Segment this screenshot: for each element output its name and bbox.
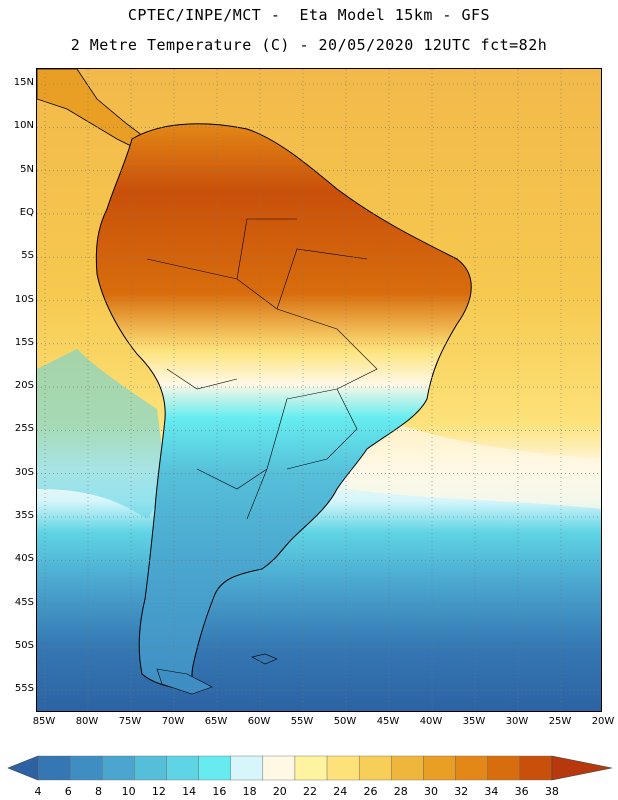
lat-tick-label: 45S bbox=[14, 596, 34, 608]
colorbar-segment bbox=[198, 755, 231, 781]
lon-tick-label: 75W bbox=[118, 716, 142, 727]
lon-tick-label: 50W bbox=[333, 716, 357, 727]
colorbar-tick-label: 8 bbox=[94, 785, 102, 798]
lat-tick-label: 25S bbox=[14, 423, 34, 435]
lat-tick-label: EQ bbox=[19, 206, 34, 218]
colorbar-segment bbox=[326, 755, 360, 781]
lat-tick-label: 5N bbox=[20, 163, 34, 175]
lon-tick-label: 60W bbox=[247, 716, 271, 727]
warm-atlantic-band bbox=[337, 399, 601, 509]
lat-tick-label: 10S bbox=[14, 293, 34, 305]
map-subtitle: 2 Metre Temperature (C) - 20/05/2020 12U… bbox=[70, 36, 548, 54]
lon-tick-label: 85W bbox=[32, 716, 56, 727]
map-canvas bbox=[37, 69, 601, 711]
colorbar-tick-label: 30 bbox=[423, 785, 438, 798]
lat-tick-label: 50S bbox=[14, 639, 34, 651]
temperature-map[interactable] bbox=[36, 68, 602, 712]
colorbar-tick-label: 10 bbox=[121, 785, 136, 798]
lat-tick-label: 20S bbox=[14, 380, 34, 392]
colorbar-max-arrow bbox=[551, 755, 613, 781]
lat-tick-label: 30S bbox=[14, 466, 34, 478]
colorbar-segment bbox=[358, 755, 392, 781]
lat-tick-label: 55S bbox=[14, 683, 34, 695]
colorbar-tick-label: 32 bbox=[454, 785, 469, 798]
colorbar-tick-label: 12 bbox=[151, 785, 166, 798]
colorbar-segment bbox=[230, 755, 264, 781]
colorbar-segment bbox=[519, 755, 553, 781]
temperature-colorbar bbox=[7, 755, 613, 781]
lat-tick-label: 5S bbox=[21, 250, 34, 262]
colorbar-segment bbox=[391, 755, 424, 781]
cool-coastal-current bbox=[37, 349, 167, 519]
colorbar-segment bbox=[423, 755, 456, 781]
colorbar-segment bbox=[262, 755, 296, 781]
lon-tick-label: 40W bbox=[419, 716, 443, 727]
colorbar-tick-label: 20 bbox=[272, 785, 287, 798]
colorbar-min-arrow bbox=[7, 755, 39, 781]
lon-tick-label: 45W bbox=[376, 716, 400, 727]
south-america-landmass bbox=[95, 123, 472, 690]
colorbar-tick-label: 36 bbox=[514, 785, 529, 798]
lon-tick-label: 55W bbox=[290, 716, 314, 727]
lon-tick-label: 25W bbox=[548, 716, 572, 727]
colorbar-segment bbox=[37, 755, 71, 781]
colorbar-segment bbox=[134, 755, 167, 781]
colorbar-segment bbox=[69, 755, 103, 781]
lon-tick-label: 65W bbox=[204, 716, 228, 727]
colorbar-tick-label: 18 bbox=[242, 785, 257, 798]
lat-tick-label: 10N bbox=[13, 120, 34, 132]
colorbar-tick-label: 4 bbox=[34, 785, 42, 798]
colorbar-tick-label: 6 bbox=[64, 785, 72, 798]
lon-tick-label: 70W bbox=[161, 716, 185, 727]
colorbar-tick-label: 34 bbox=[484, 785, 499, 798]
lat-tick-label: 35S bbox=[14, 510, 34, 521]
lat-tick-label: 15S bbox=[14, 336, 34, 348]
lat-tick-label: 40S bbox=[14, 553, 34, 565]
falkland-islands bbox=[251, 653, 278, 665]
lon-tick-label: 35W bbox=[462, 716, 486, 727]
lon-tick-label: 30W bbox=[505, 716, 529, 727]
lon-tick-label: 80W bbox=[75, 716, 99, 727]
map-title: CPTEC/INPE/MCT - Eta Model 15km - GFS bbox=[127, 6, 491, 24]
colorbar-segment bbox=[102, 755, 135, 781]
colorbar-tick-label: 22 bbox=[303, 785, 318, 798]
colorbar-tick-label: 38 bbox=[544, 785, 559, 798]
colorbar-segment bbox=[487, 755, 520, 781]
colorbar-segment bbox=[166, 755, 199, 781]
colorbar-tick-label: 16 bbox=[212, 785, 227, 798]
colorbar-tick-label: 26 bbox=[363, 785, 378, 798]
colorbar-segment bbox=[294, 755, 328, 781]
colorbar-segment bbox=[455, 755, 488, 781]
lat-lon-grid bbox=[37, 69, 601, 711]
colorbar-tick-label: 28 bbox=[393, 785, 408, 798]
lat-tick-label: 15N bbox=[13, 77, 34, 88]
lon-tick-label: 20W bbox=[591, 716, 615, 727]
colorbar-tick-label: 14 bbox=[182, 785, 197, 798]
country-borders bbox=[146, 218, 378, 520]
colorbar-tick-label: 24 bbox=[333, 785, 348, 798]
